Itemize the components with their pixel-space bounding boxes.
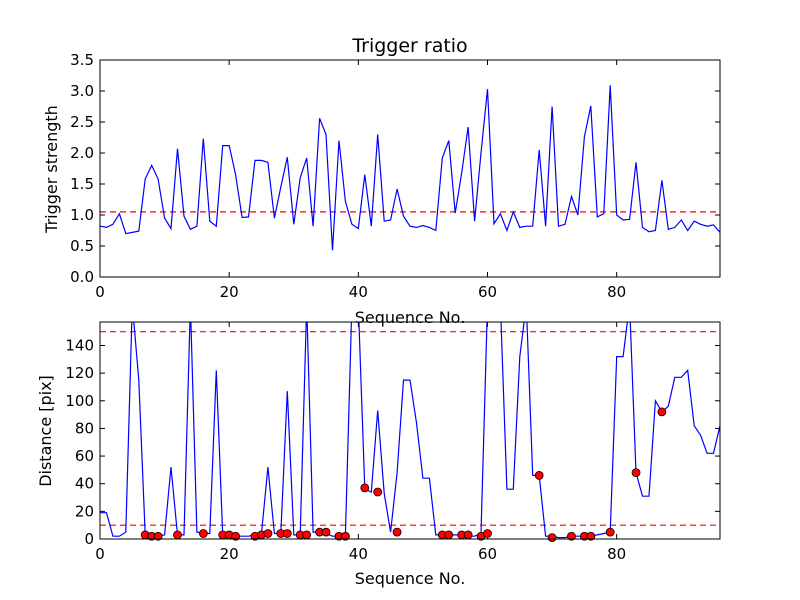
distance-series-group: [100, 322, 720, 543]
distance-marker-point: [373, 487, 383, 497]
y-tick-label: 140: [65, 336, 94, 354]
distance-marker-point: [567, 531, 576, 541]
distance-marker-point: [282, 529, 292, 538]
top-x-axis-label: Sequence No.: [355, 308, 466, 327]
distance-marker-point: [631, 468, 641, 478]
distance-marker-point: [547, 533, 557, 543]
distance-marker-point: [392, 527, 402, 537]
x-tick-label: 40: [349, 283, 368, 301]
distance-marker-point: [302, 530, 312, 540]
distance-marker-point: [483, 529, 492, 538]
x-tick-label: 60: [478, 283, 497, 301]
y-tick-label: 20: [75, 502, 94, 520]
bottom-ticks: 0 20 40 60 80 0 20 40 60 80 100 120 140: [65, 322, 720, 563]
distance-marker-point: [198, 529, 208, 538]
distance-marker-point: [463, 530, 473, 540]
y-tick-label: 60: [75, 447, 94, 465]
top-ticks: 0 20 40 60 80 0.0 0.5 1.0 1.5 2.0 2.5 3.0 3.5: [70, 51, 720, 301]
y-tick-label: 1.5: [70, 175, 94, 193]
distance-marker-point: [321, 527, 331, 537]
chart-title: Trigger ratio: [351, 35, 467, 57]
distance-marker-point: [657, 407, 667, 417]
y-tick-label: 3.0: [70, 82, 94, 100]
y-tick-label: 0.0: [70, 268, 94, 286]
distance-marker-point: [263, 529, 273, 538]
x-tick-label: 60: [478, 545, 497, 563]
distance-marker-point: [231, 531, 241, 541]
y-tick-label: 2.5: [70, 113, 94, 131]
distance-marker-point: [605, 527, 615, 537]
x-tick-label: 80: [607, 545, 626, 563]
x-tick-label: 80: [607, 283, 626, 301]
y-tick-label: 0.5: [70, 237, 94, 255]
distance-marker-point: [360, 483, 370, 493]
x-tick-label: 0: [95, 545, 105, 563]
distance-marker-point: [341, 531, 350, 541]
y-tick-label: 1.0: [70, 206, 94, 224]
distance-marker-point: [173, 530, 182, 540]
distance-series-line: [100, 322, 720, 539]
top-plot-frame: [99, 59, 721, 278]
bottom-y-axis-label: Distance [pix]: [36, 375, 55, 487]
y-tick-label: 40: [75, 475, 94, 493]
bottom-plot-frame: [99, 321, 721, 540]
top-y-axis-label: Trigger strength: [42, 105, 61, 234]
trigger-strength-series-line: [100, 85, 720, 251]
trigger-ratio-subplot: Trigger ratio 0 20 40 60 80 0.0 0.5 1.0 1.5 2.0 2.…: [42, 35, 721, 327]
y-tick-label: 0: [84, 530, 94, 548]
distance-subplot: 0 20 40 60 80 0 20 40 60 80 100 120 140 Sequence No.…: [36, 321, 721, 588]
distance-marker-point: [534, 471, 544, 480]
distance-markers: [140, 407, 667, 543]
y-tick-label: 80: [75, 419, 94, 437]
distance-marker-point: [153, 531, 163, 541]
y-tick-label: 100: [65, 392, 94, 410]
x-tick-label: 0: [95, 283, 105, 301]
x-tick-label: 40: [349, 545, 368, 563]
y-tick-label: 120: [65, 364, 94, 382]
distance-marker-point: [444, 530, 454, 540]
y-tick-label: 3.5: [70, 51, 94, 69]
y-tick-label: 2.0: [70, 144, 94, 162]
x-tick-label: 20: [220, 283, 239, 301]
distance-marker-point: [586, 531, 596, 541]
x-tick-label: 20: [220, 545, 239, 563]
bottom-x-axis-label: Sequence No.: [355, 569, 466, 588]
